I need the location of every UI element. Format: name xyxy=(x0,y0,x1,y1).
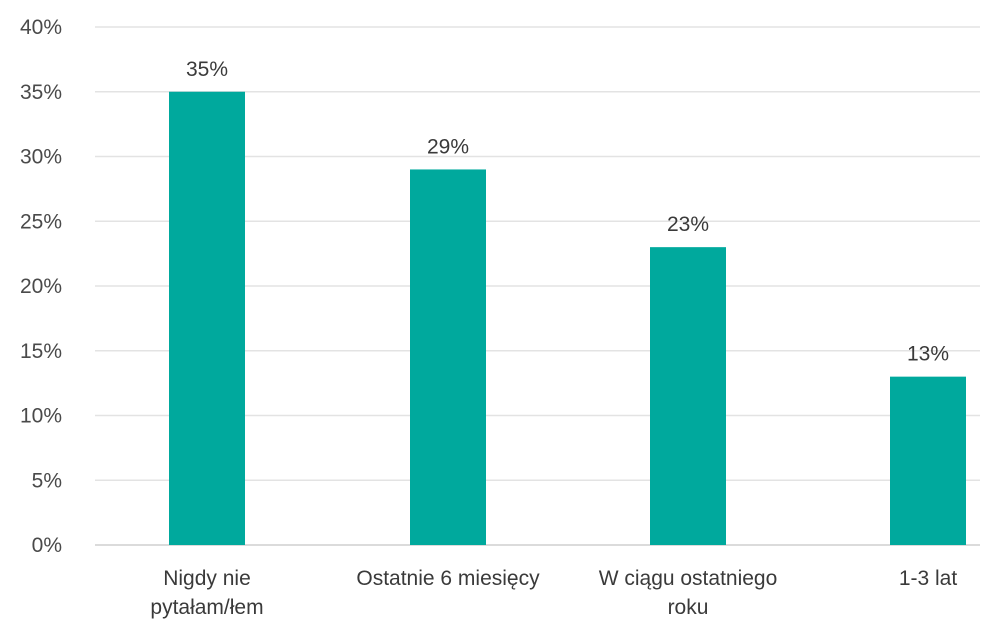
bar xyxy=(169,91,245,545)
y-tick-label: 40% xyxy=(20,16,62,39)
category-label: Ostatnie 6 miesięcy xyxy=(356,567,540,590)
y-tick-label: 5% xyxy=(32,469,62,492)
bar xyxy=(890,376,966,545)
data-labels: 35% 29% 23% 13% xyxy=(186,58,949,366)
category-label-line: pytałam/łem xyxy=(150,596,263,619)
category-label-line: roku xyxy=(668,596,709,619)
data-label: 23% xyxy=(667,213,709,236)
y-tick-label: 30% xyxy=(20,146,62,169)
y-tick-label: 35% xyxy=(20,81,62,104)
category-label-line: Ostatnie 6 miesięcy xyxy=(356,567,540,590)
bars xyxy=(169,91,966,545)
y-axis: 0% 5% 10% 15% 20% 25% 30% 35% 40% xyxy=(20,16,62,557)
category-label: W ciągu ostatniego roku xyxy=(599,567,778,619)
category-label-line: 1-3 lat xyxy=(899,567,958,590)
category-label-line: W ciągu ostatniego xyxy=(599,567,778,590)
category-label-line: Nigdy nie xyxy=(163,567,251,590)
category-label: 1-3 lat xyxy=(899,567,958,590)
data-label: 13% xyxy=(907,343,949,366)
bar xyxy=(650,247,726,545)
x-axis: Nigdy nie pytałam/łem Ostatnie 6 miesięcy W… xyxy=(150,567,957,619)
bar xyxy=(410,169,486,545)
y-tick-label: 15% xyxy=(20,340,62,363)
y-tick-label: 10% xyxy=(20,405,62,428)
data-label: 29% xyxy=(427,135,469,158)
category-label: Nigdy nie pytałam/łem xyxy=(150,567,263,619)
y-tick-label: 0% xyxy=(32,534,62,557)
y-tick-label: 25% xyxy=(20,210,62,233)
data-label: 35% xyxy=(186,58,228,81)
y-tick-label: 20% xyxy=(20,275,62,298)
